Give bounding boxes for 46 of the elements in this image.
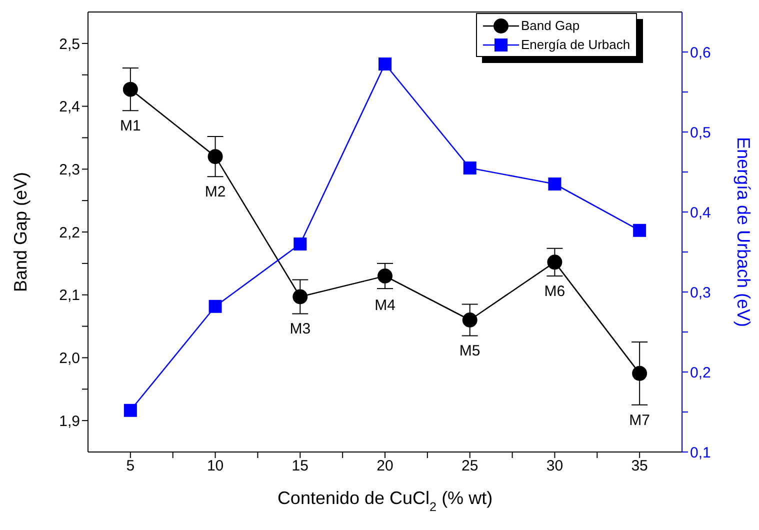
point [548, 178, 562, 190]
x-tick-label: 15 [292, 458, 308, 475]
annotation: M2 [204, 184, 226, 201]
point [208, 149, 223, 164]
y2-tick-label: 0,4 [690, 204, 711, 222]
point [208, 300, 222, 313]
y2-tick-label: 0,6 [690, 44, 711, 62]
annotation: M4 [374, 297, 396, 314]
point [124, 404, 137, 417]
annotation: M1 [120, 118, 141, 135]
y2-axis-title: Energía de Urbach (eV) [734, 136, 754, 328]
point [378, 58, 392, 70]
y-tick-label: 2,0 [59, 350, 80, 368]
x-tick-label: 35 [631, 458, 648, 475]
x-tick-label: 30 [546, 458, 564, 475]
y2-tick-label: 0,2 [690, 364, 711, 382]
y2-tick-label: 0,5 [690, 124, 711, 142]
annotation: M3 [290, 320, 311, 338]
y2-tick-label: 0,1 [690, 444, 711, 462]
annotation: M7 [629, 412, 650, 429]
y-tick-label: 2,2 [59, 224, 80, 242]
point [292, 289, 308, 304]
annotation: M5 [459, 342, 480, 360]
y2-tick-label: 0,3 [690, 284, 711, 302]
y-tick-label: 2,1 [59, 287, 80, 304]
point [122, 82, 138, 97]
point [462, 312, 478, 328]
x-tick-label: 10 [206, 458, 224, 475]
x-axis-title: Contenido de CuCl$_{2}$ (% wt) [277, 488, 493, 514]
y-axis-title: Band Gap (eV) [10, 172, 30, 292]
point [378, 268, 392, 284]
legend-label: Band Gap [521, 18, 580, 33]
point [632, 366, 648, 381]
y-tick-label: 2,3 [59, 161, 80, 178]
point [633, 224, 646, 237]
point [547, 254, 562, 270]
x-tick-label: 5 [126, 458, 135, 475]
point [463, 162, 476, 174]
y-tick-label: 1,9 [59, 412, 80, 430]
legend-label: Energía de Urbach [521, 37, 630, 52]
y-tick-label: 2,4 [59, 98, 80, 116]
x-tick-label: 20 [376, 458, 394, 475]
y-tick-label: 2,5 [59, 36, 80, 53]
x-tick-label: 25 [462, 458, 478, 475]
point [294, 238, 307, 250]
annotation: M6 [544, 283, 566, 300]
